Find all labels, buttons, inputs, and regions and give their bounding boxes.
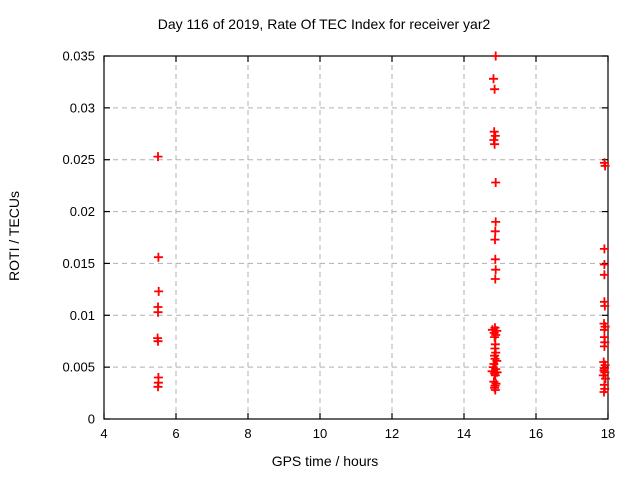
svg-text:0.015: 0.015: [62, 256, 95, 271]
svg-text:18: 18: [601, 426, 615, 441]
svg-text:14: 14: [457, 426, 471, 441]
y-tick-labels: 0 0.005 0.01 0.015 0.02 0.025 0.03 0.035: [62, 49, 95, 427]
svg-text:0.005: 0.005: [62, 360, 95, 375]
svg-text:4: 4: [100, 426, 107, 441]
chart-title: Day 116 of 2019, Rate Of TEC Index for r…: [157, 16, 491, 32]
svg-text:6: 6: [172, 426, 179, 441]
data-points: [153, 51, 610, 397]
svg-text:16: 16: [529, 426, 543, 441]
svg-text:0: 0: [88, 412, 95, 427]
svg-text:12: 12: [385, 426, 399, 441]
grid-lines: [104, 56, 608, 419]
svg-text:0.035: 0.035: [62, 49, 95, 64]
x-tick-labels: 4 6 8 10 12 14 16 18: [100, 426, 615, 441]
svg-text:0.025: 0.025: [62, 152, 95, 167]
svg-text:0.03: 0.03: [70, 100, 95, 115]
tick-marks: [103, 55, 609, 420]
svg-text:8: 8: [244, 426, 251, 441]
plot-border: [103, 55, 609, 420]
svg-text:10: 10: [313, 426, 327, 441]
x-axis-label: GPS time / hours: [271, 453, 379, 469]
svg-text:0.01: 0.01: [70, 308, 95, 323]
svg-text:0.02: 0.02: [70, 204, 95, 219]
